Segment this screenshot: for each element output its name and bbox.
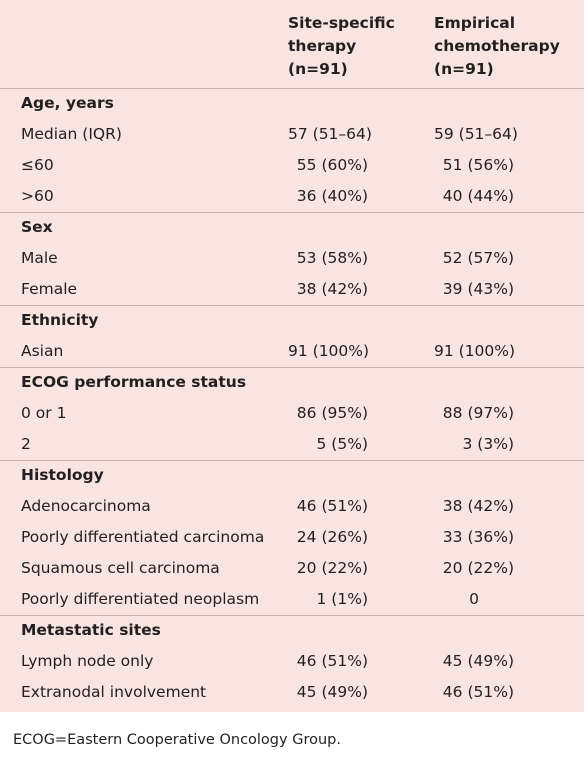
row-label: Squamous cell carcinoma: [21, 559, 220, 577]
site-specific-value: 53 (58%): [296, 249, 368, 267]
section-header-row: Age, years: [0, 88, 584, 119]
row-label: Male: [21, 249, 58, 267]
table-row: Asian 91 (100%) 91 (100%): [0, 336, 584, 367]
site-specific-value: 45 (49%): [296, 683, 368, 701]
empirical-value: 0: [469, 590, 479, 608]
row-label: Poorly differentiated carcinoma: [21, 528, 265, 546]
section-divider: [0, 367, 584, 368]
row-label: 0 or 1: [21, 404, 67, 422]
site-specific-value: 24 (26%): [296, 528, 368, 546]
section-header-row: Sex: [0, 212, 584, 243]
table-row: Adenocarcinoma 46 (51%) 38 (42%): [0, 491, 584, 522]
row-label: >60: [21, 187, 54, 205]
table-row: 2 5 (5%) 3 (3%): [0, 429, 584, 460]
row-label: ≤60: [21, 156, 54, 174]
row-label: Asian: [21, 342, 64, 360]
site-specific-value: 91 (100%): [288, 342, 370, 360]
table-row: Median (IQR) 57 (51–64) 59 (51–64): [0, 119, 584, 150]
footnote: ECOG=Eastern Cooperative Oncology Group.: [13, 732, 341, 748]
section-header-row: Histology: [0, 460, 584, 491]
table-row: Squamous cell carcinoma 20 (22%) 20 (22%): [0, 553, 584, 584]
row-label: Extranodal involvement: [21, 683, 207, 701]
empirical-value: 39 (43%): [442, 280, 514, 298]
site-specific-value: 46 (51%): [296, 497, 368, 515]
empirical-value: 52 (57%): [442, 249, 514, 267]
table-header: Site-specific therapy (n=91) Empirical c…: [0, 0, 584, 88]
column-header-site-specific: Site-specific therapy (n=91): [288, 14, 395, 78]
site-specific-value: 86 (95%): [296, 404, 368, 422]
row-label: Median (IQR): [21, 125, 122, 143]
site-specific-value: 36 (40%): [296, 187, 368, 205]
site-specific-value: 38 (42%): [296, 280, 368, 298]
section-header-row: Ethnicity: [0, 305, 584, 336]
section-label: Metastatic sites: [21, 621, 161, 639]
section-label: Histology: [21, 466, 104, 484]
table-row: Female 38 (42%) 39 (43%): [0, 274, 584, 305]
section-label: ECOG performance status: [21, 373, 247, 391]
table-row: ≤60 55 (60%) 51 (56%): [0, 150, 584, 181]
section-label: Age, years: [21, 94, 114, 112]
section-divider: [0, 212, 584, 213]
empirical-value: 59 (51–64): [434, 125, 518, 143]
section-divider: [0, 88, 584, 89]
section-header-row: ECOG performance status: [0, 367, 584, 398]
empirical-value: 38 (42%): [442, 497, 514, 515]
table-row: Lymph node only 46 (51%) 45 (49%): [0, 646, 584, 677]
empirical-value: 33 (36%): [442, 528, 514, 546]
row-label: Poorly differentiated neoplasm: [21, 590, 260, 608]
row-label: Female: [21, 280, 78, 298]
site-specific-value: 20 (22%): [296, 559, 368, 577]
empirical-value: 46 (51%): [442, 683, 514, 701]
row-label: 2: [21, 435, 31, 453]
table-row: >60 36 (40%) 40 (44%): [0, 181, 584, 212]
section-header-row: Metastatic sites: [0, 615, 584, 646]
row-label: Adenocarcinoma: [21, 497, 151, 515]
table-row: 0 or 1 86 (95%) 88 (97%): [0, 398, 584, 429]
table-row: Male 53 (58%) 52 (57%): [0, 243, 584, 274]
column-header-empirical: Empirical chemotherapy (n=91): [434, 14, 560, 78]
empirical-value: 88 (97%): [442, 404, 514, 422]
empirical-value: 51 (56%): [442, 156, 514, 174]
table-panel: Site-specific therapy (n=91) Empirical c…: [0, 0, 584, 712]
table-row: Poorly differentiated carcinoma 24 (26%) 3…: [0, 522, 584, 553]
empirical-value: 3 (3%): [462, 435, 514, 453]
site-specific-value: 57 (51–64): [288, 125, 372, 143]
section-label: Sex: [21, 218, 53, 236]
section-divider: [0, 615, 584, 616]
empirical-value: 40 (44%): [442, 187, 514, 205]
section-divider: [0, 460, 584, 461]
row-label: Lymph node only: [21, 652, 154, 670]
site-specific-value: 5 (5%): [316, 435, 368, 453]
empirical-value: 45 (49%): [442, 652, 514, 670]
table-row: Poorly differentiated neoplasm 1 (1%) 0: [0, 584, 584, 615]
empirical-value: 91 (100%): [434, 342, 516, 360]
site-specific-value: 46 (51%): [296, 652, 368, 670]
empirical-value: 20 (22%): [442, 559, 514, 577]
table-row: Extranodal involvement 45 (49%) 46 (51%): [0, 677, 584, 708]
section-label: Ethnicity: [21, 311, 99, 329]
section-divider: [0, 305, 584, 306]
site-specific-value: 55 (60%): [296, 156, 368, 174]
site-specific-value: 1 (1%): [316, 590, 368, 608]
